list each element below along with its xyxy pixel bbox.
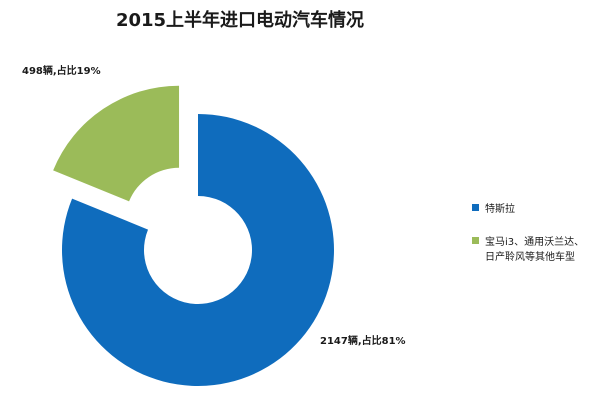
data-labels: 2147辆,占比81% 498辆,占比19% xyxy=(22,64,406,347)
legend-item-2: 宝马i3、通用沃兰达、日产聆风等其他车型 xyxy=(472,235,584,263)
legend-swatch-2 xyxy=(472,237,479,244)
data-label-1: 2147辆,占比81% xyxy=(320,334,406,347)
legend-label-1-line-1: 特斯拉 xyxy=(485,202,515,215)
legend-label-2-line-2: 日产聆风等其他车型 xyxy=(485,250,575,263)
doughnut-slices xyxy=(53,85,335,386)
legend-swatch-1 xyxy=(472,204,479,211)
chart-title: 2015上半年进口电动汽车情况 xyxy=(116,9,364,31)
legend-label-2-line-1: 宝马i3、通用沃兰达、 xyxy=(485,235,584,248)
legend-item-1: 特斯拉 xyxy=(472,202,515,215)
slice-2 xyxy=(53,85,180,202)
data-label-2: 498辆,占比19% xyxy=(22,64,101,77)
slice-1 xyxy=(61,114,335,386)
